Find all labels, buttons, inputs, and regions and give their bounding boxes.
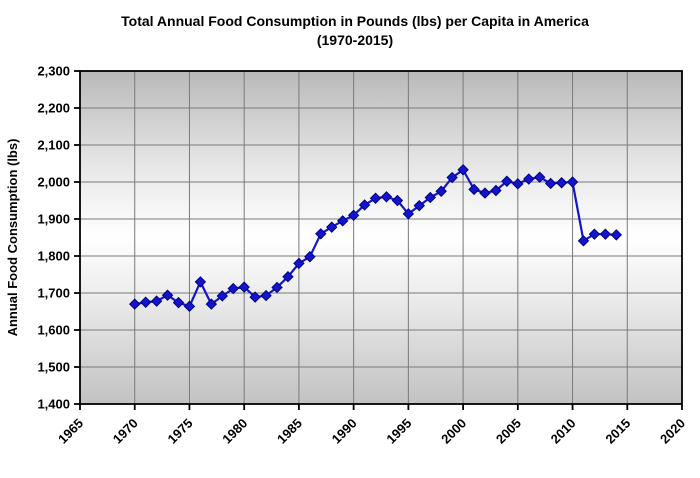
x-tick-label: 2020 — [657, 416, 688, 447]
y-tick-label: 2,200 — [37, 101, 70, 116]
data-point-marker — [336, 215, 349, 227]
x-tick-label: 1975 — [165, 416, 196, 447]
y-tick-label: 1,600 — [37, 323, 70, 338]
x-tick-label: 2015 — [602, 416, 633, 447]
x-tick-label: 2010 — [548, 416, 579, 447]
data-point-marker — [435, 185, 447, 197]
data-point-marker — [555, 177, 568, 189]
data-point-marker — [380, 191, 393, 203]
data-point-marker — [588, 228, 601, 240]
x-tick-label: 1970 — [110, 416, 141, 447]
data-point-marker — [271, 281, 283, 294]
data-point-marker — [610, 229, 623, 241]
data-point-marker — [172, 296, 185, 309]
x-tick-label: 1985 — [274, 416, 305, 447]
data-point-marker — [544, 177, 557, 190]
data-point-marker — [282, 271, 294, 283]
data-point-marker — [534, 171, 546, 183]
data-point-marker — [479, 187, 491, 199]
data-point-marker — [194, 276, 207, 288]
data-point-marker — [304, 251, 316, 263]
data-series — [129, 164, 623, 313]
data-point-marker — [161, 289, 174, 301]
data-point-marker — [205, 298, 218, 310]
y-tick-label: 2,000 — [37, 175, 70, 190]
plot-area — [80, 71, 682, 404]
data-point-marker — [249, 291, 261, 303]
y-tick-label: 2,300 — [37, 64, 70, 79]
data-point-marker — [216, 290, 228, 302]
y-tick-label: 1,500 — [37, 360, 70, 375]
x-tick-label: 1995 — [383, 416, 414, 447]
x-tick-label: 1990 — [329, 416, 360, 447]
y-tick-label: 1,800 — [37, 249, 70, 264]
data-point-marker — [260, 289, 272, 302]
data-point-marker — [424, 191, 436, 204]
data-point-marker — [150, 295, 163, 307]
data-point-marker — [369, 192, 382, 204]
data-point-marker — [446, 171, 458, 184]
data-point-marker — [358, 199, 371, 211]
data-point-marker — [183, 300, 196, 313]
data-point-marker — [347, 209, 360, 222]
data-point-marker — [457, 164, 469, 176]
data-point-marker — [326, 221, 338, 233]
data-point-marker — [501, 175, 513, 187]
x-tick-label: 1965 — [55, 416, 86, 447]
data-point-marker — [391, 194, 404, 207]
plot-background — [80, 71, 682, 404]
data-point-marker — [468, 183, 480, 196]
y-tick-label: 2,100 — [37, 138, 70, 153]
y-axis-title: Annual Food Consumption (lbs) — [5, 139, 20, 337]
data-point-marker — [227, 282, 239, 295]
data-point-marker — [293, 257, 305, 270]
data-point-marker — [599, 228, 612, 240]
data-point-marker — [139, 296, 152, 308]
data-point-marker — [577, 235, 590, 247]
x-tick-label: 2000 — [438, 416, 469, 447]
data-point-marker — [238, 281, 250, 293]
data-point-marker — [129, 298, 141, 310]
axes — [74, 70, 683, 410]
data-point-marker — [413, 199, 426, 212]
y-tick-label: 1,700 — [37, 286, 70, 301]
y-tick-label: 1,900 — [37, 212, 70, 227]
data-point-marker — [512, 178, 524, 190]
data-point-marker — [402, 208, 415, 220]
plot-border — [79, 70, 683, 405]
x-tick-label: 2005 — [493, 416, 524, 447]
data-point-marker — [490, 184, 502, 197]
y-tick-label: 1,400 — [37, 397, 70, 412]
chart-title: Total Annual Food Consumption in Pounds … — [121, 13, 589, 48]
data-point-marker — [315, 228, 327, 240]
data-point-marker — [566, 176, 579, 188]
x-tick-label: 1980 — [219, 416, 250, 447]
data-point-marker — [523, 173, 535, 185]
